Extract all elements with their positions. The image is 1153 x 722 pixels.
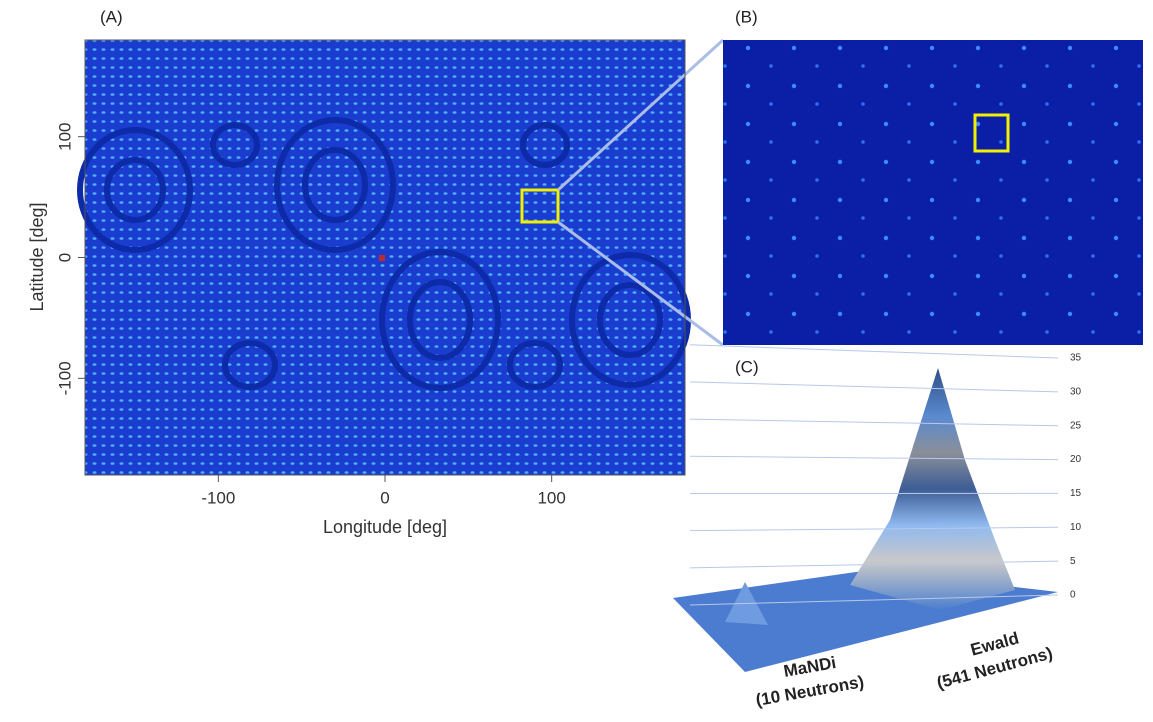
grid-line	[690, 456, 1058, 459]
z-tick-label: 10	[1070, 522, 1082, 533]
grid-line	[690, 382, 1058, 392]
x-tick-label: -100	[201, 488, 235, 507]
center-marker	[379, 255, 385, 261]
z-tick-label: 35	[1070, 353, 1082, 364]
grid-line	[690, 527, 1058, 530]
z-tick-label: 0	[1070, 590, 1076, 601]
panel-label: (C)	[735, 357, 759, 376]
y-tick-label: 100	[55, 122, 74, 150]
panel-a: Longitude [deg] Latitude [deg]	[27, 40, 688, 537]
x-axis-label: Longitude [deg]	[323, 517, 447, 537]
panel-label: (A)	[100, 7, 123, 26]
z-tick-label: 20	[1070, 454, 1082, 465]
zoom-image	[723, 40, 1143, 345]
y-tick-label: 0	[55, 253, 74, 262]
grid-line	[690, 419, 1058, 426]
y-axis-label: Latitude [deg]	[27, 202, 47, 311]
y-tick-label: -100	[55, 361, 74, 395]
z-tick-label: 25	[1070, 420, 1082, 431]
x-tick-label: 100	[537, 488, 565, 507]
figure: Longitude [deg] Latitude [deg] (A) (B) (…	[0, 0, 1153, 722]
grid-line	[690, 345, 1058, 358]
panel-label: (B)	[735, 7, 758, 26]
surface-peak	[850, 368, 1015, 610]
panel-c	[673, 368, 1058, 672]
annotation: (10 Neutrons)	[754, 672, 865, 710]
z-tick-label: 5	[1070, 556, 1076, 567]
z-tick-label: 30	[1070, 386, 1082, 397]
x-tick-label: 0	[380, 488, 389, 507]
z-tick-label: 15	[1070, 488, 1082, 499]
panel-b	[723, 40, 1143, 345]
